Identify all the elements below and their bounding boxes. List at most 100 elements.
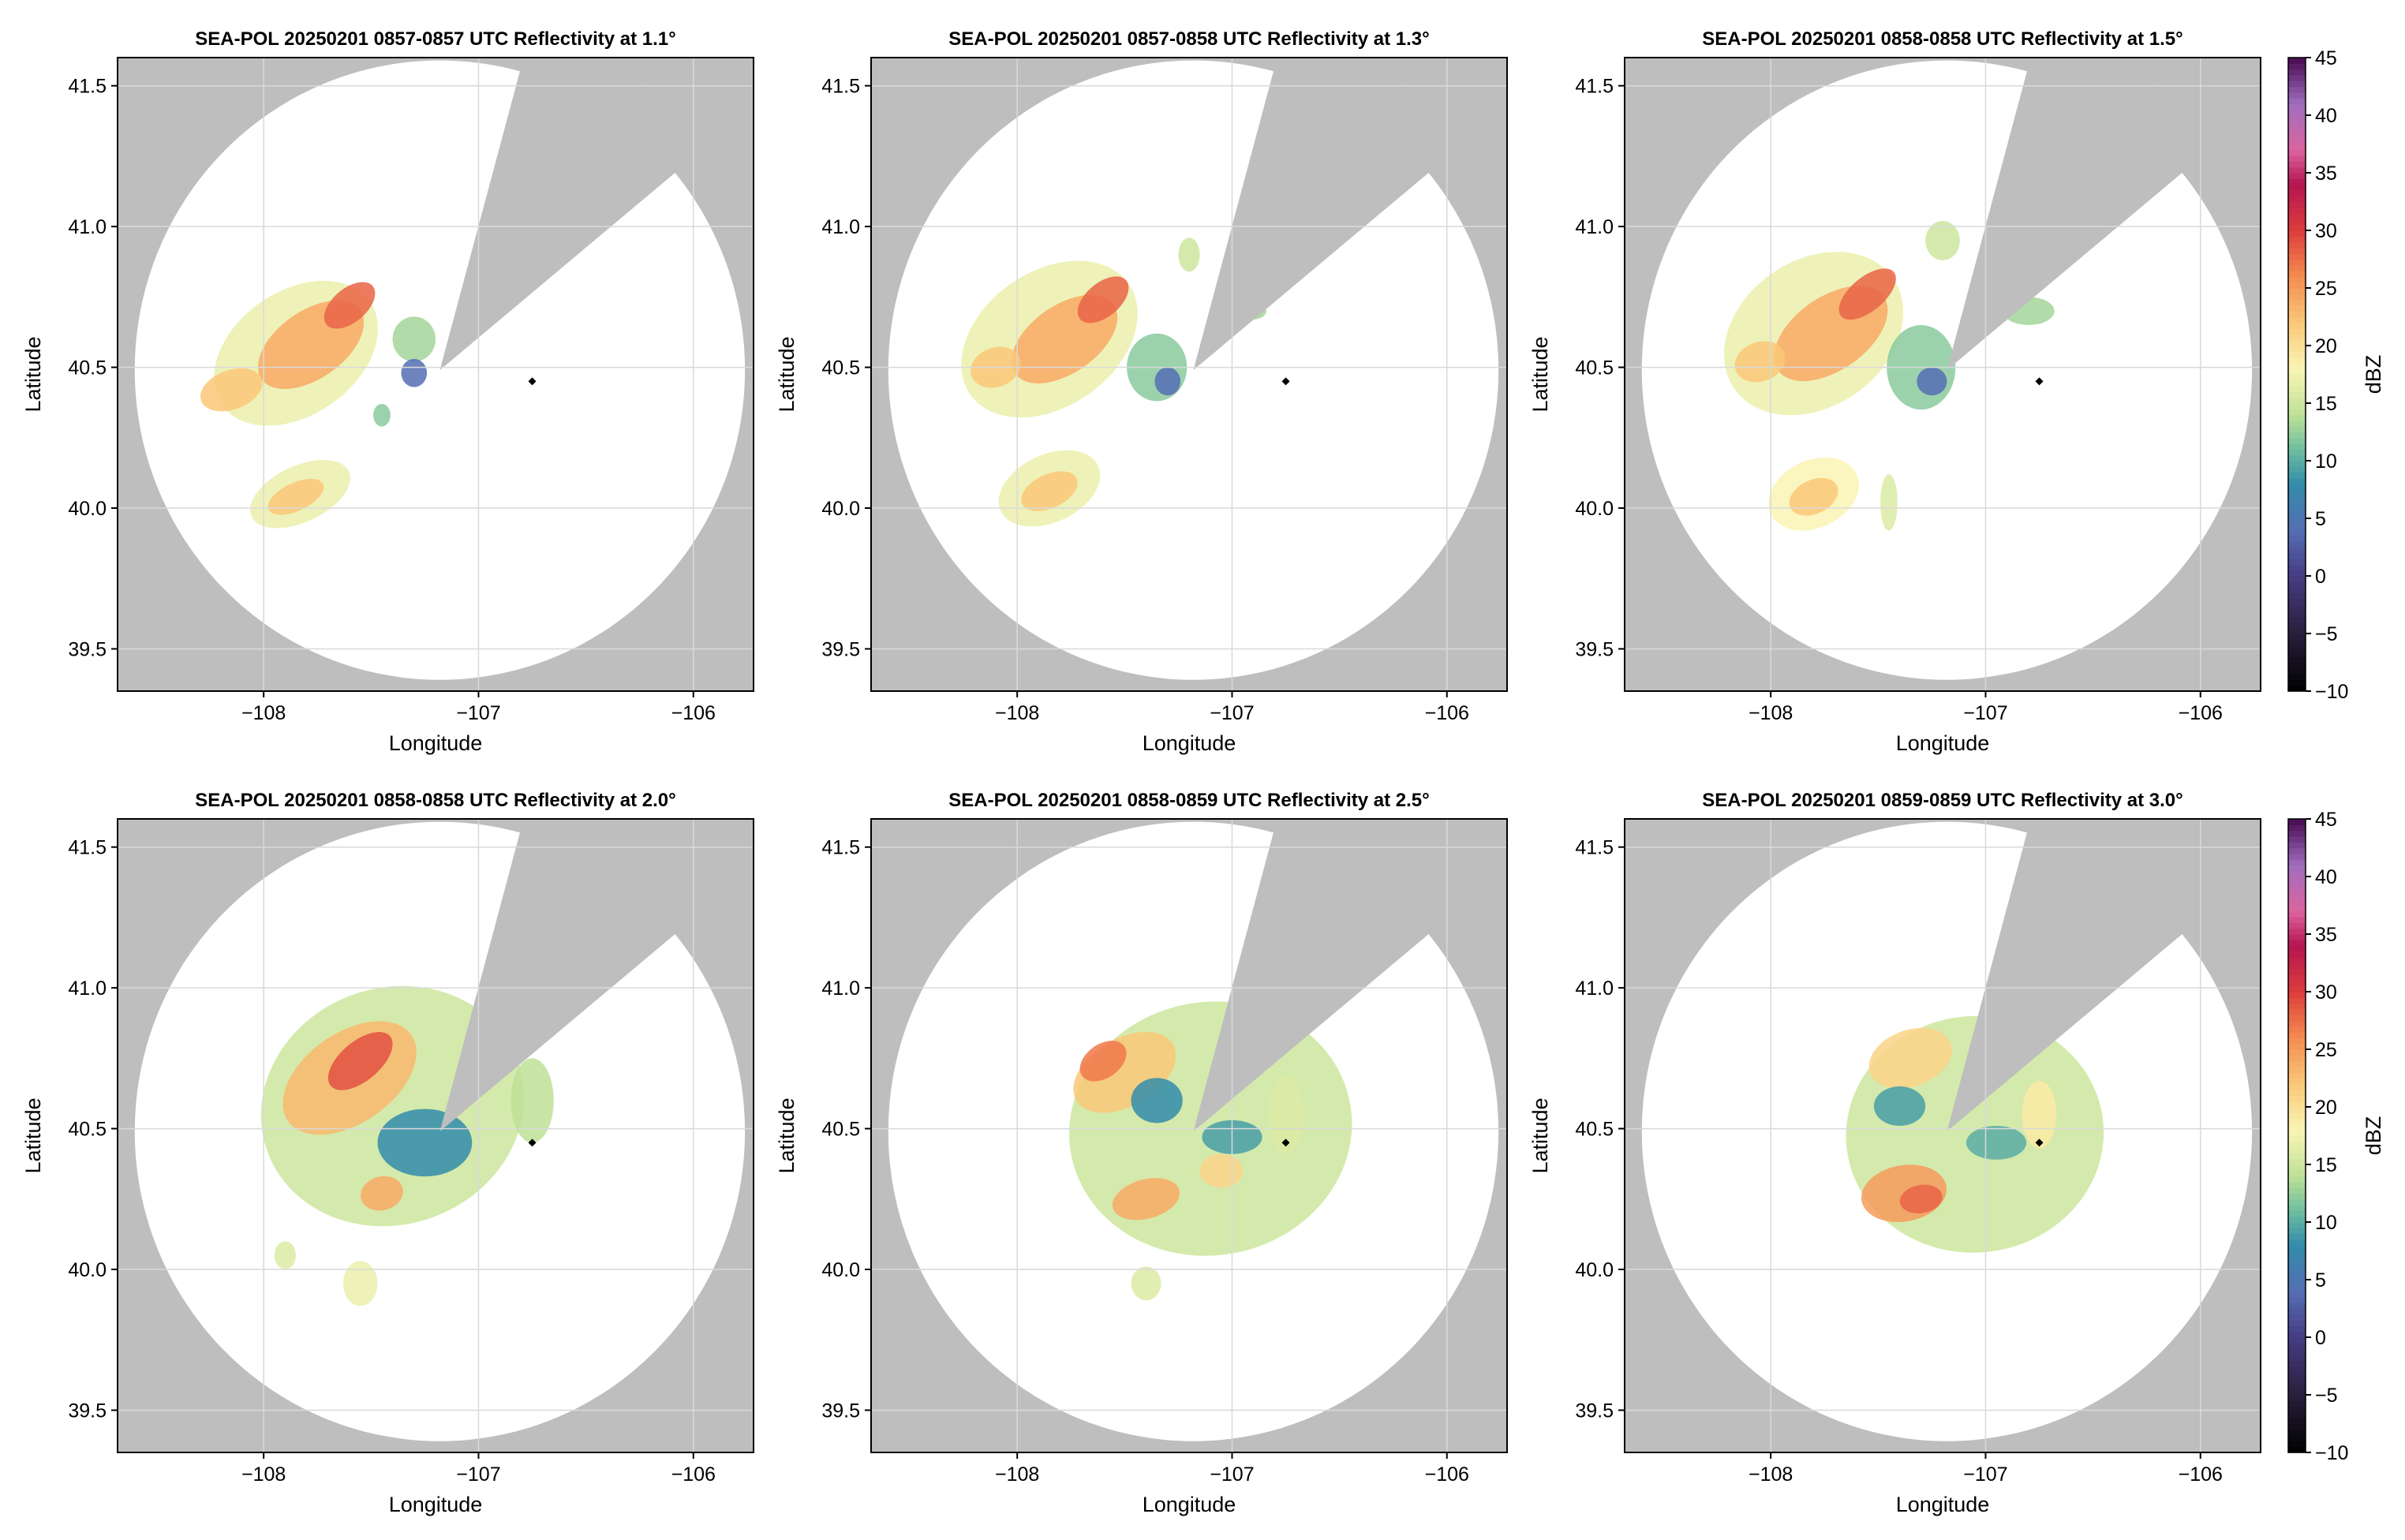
colorbar-label: dBZ	[2362, 355, 2385, 394]
colorbar-segment	[2288, 910, 2306, 918]
colorbar-segment	[2288, 472, 2306, 479]
axes-frame	[117, 818, 754, 1453]
colorbar-segment	[2288, 334, 2306, 341]
colorbar-segment	[2288, 604, 2306, 611]
colorbar-segment	[2288, 1354, 2306, 1361]
colorbar-segment	[2288, 1049, 2306, 1056]
colorbar-segment	[2288, 599, 2306, 606]
colorbar-tick-label: 20	[2315, 335, 2337, 357]
colorbar-segment	[2288, 917, 2306, 923]
x-tick-label: −107	[456, 702, 500, 724]
colorbar-segment	[2288, 149, 2306, 156]
y-tick-label: 41.5	[821, 76, 860, 98]
echo-5	[1899, 1184, 1943, 1213]
colorbar-segment	[2288, 1233, 2306, 1240]
colorbar-segment	[2288, 409, 2306, 416]
colorbar-segment	[2288, 1239, 2306, 1246]
y-axis-label: Latitude	[21, 1097, 45, 1173]
echo-3	[1873, 1086, 1926, 1127]
colorbar-tick-label: 10	[2315, 1212, 2337, 1234]
colorbar-segment	[2288, 299, 2306, 306]
colorbar-segment	[2288, 1147, 2306, 1153]
colorbar-segment	[2288, 559, 2306, 565]
colorbar-segment	[2288, 1320, 2306, 1326]
colorbar-segment	[2288, 570, 2306, 577]
panel-title: SEA-POL 20250201 0857-0857 UTC Reflectiv…	[195, 28, 675, 50]
colorbar-segment	[2288, 1055, 2306, 1062]
colorbar-segment	[2288, 922, 2306, 929]
blocked-sector	[439, 819, 725, 1132]
y-tick-label: 40.0	[1575, 498, 1614, 520]
colorbar-segment	[2288, 184, 2306, 191]
colorbar-segment	[2288, 230, 2306, 237]
colorbar-segment	[2288, 189, 2306, 196]
y-tick-label: 39.5	[1575, 638, 1614, 660]
colorbar-segment	[2288, 819, 2306, 825]
panel-3: −108 −107 −106 39.5 40.0 40.5 41.0 41.5 SEA-POL …	[1528, 28, 2385, 755]
colorbar-segment	[2288, 564, 2306, 571]
colorbar-segment	[2288, 968, 2306, 975]
colorbar-segment	[2288, 58, 2306, 64]
colorbar-segment	[2288, 1060, 2306, 1067]
colorbar: −10 −5 0 5 10 15 20 25 30 35 40 45 dBZ	[2287, 809, 2385, 1464]
colorbar-segment	[2288, 945, 2306, 952]
site-marker	[2035, 377, 2044, 386]
colorbar-segment	[2288, 1222, 2306, 1228]
echo-5	[361, 1176, 403, 1211]
colorbar-segment	[2288, 316, 2306, 323]
colorbar-segment	[2288, 592, 2306, 600]
colorbar-tick-label: 35	[2315, 163, 2337, 185]
colorbar-segment	[2288, 1158, 2306, 1165]
colorbar-segment	[2288, 1153, 2306, 1160]
colorbar-tick-label: 0	[2315, 1327, 2326, 1349]
colorbar-segment	[2288, 1095, 2306, 1102]
colorbar-segment	[2288, 288, 2306, 294]
colorbar-segment	[2288, 650, 2306, 657]
y-tick-label: 41.0	[821, 977, 860, 1000]
colorbar-segment	[2288, 1435, 2306, 1441]
colorbar-segment	[2288, 1250, 2306, 1258]
colorbar-segment	[2288, 1037, 2306, 1045]
colorbar-segment	[2288, 311, 2306, 318]
echo-8	[1789, 477, 1838, 516]
colorbar-segment	[2288, 1389, 2306, 1396]
colorbar-segment	[2288, 685, 2306, 692]
colorbar-segment	[2288, 489, 2306, 496]
colorbar-segment	[2288, 1400, 2306, 1407]
colorbar-segment	[2288, 339, 2306, 346]
panel-title: SEA-POL 20250201 0859-0859 UTC Reflectiv…	[1702, 790, 2182, 811]
colorbar-segment	[2288, 1181, 2306, 1188]
colorbar-segment	[2288, 253, 2306, 260]
colorbar-segment	[2288, 962, 2306, 970]
x-tick-label: −106	[671, 1463, 716, 1486]
y-axis-label: Latitude	[1528, 336, 1552, 412]
colorbar-segment	[2288, 144, 2306, 151]
colorbar-segment	[2288, 1331, 2306, 1338]
colorbar-segment	[2288, 997, 2306, 1004]
x-tick-label: −108	[1749, 702, 1793, 724]
colorbar-segment	[2288, 1296, 2306, 1303]
colorbar-segment	[2288, 374, 2306, 381]
y-tick-label: 39.5	[68, 638, 107, 660]
x-tick-label: −106	[2179, 1463, 2223, 1486]
colorbar-segment	[2288, 1423, 2306, 1430]
colorbar-segment	[2288, 1003, 2306, 1010]
colorbar-label: dBZ	[2362, 1116, 2385, 1156]
panel-title: SEA-POL 20250201 0858-0859 UTC Reflectiv…	[948, 790, 1429, 811]
colorbar-segment	[2288, 1112, 2306, 1119]
colorbar-segment	[2288, 1280, 2306, 1286]
colorbar-segment	[2288, 271, 2306, 277]
y-tick-label: 39.5	[821, 1400, 860, 1422]
colorbar-segment	[2288, 934, 2306, 940]
colorbar-segment	[2288, 454, 2306, 462]
colorbar-segment	[2288, 92, 2306, 99]
colorbar-segment	[2288, 1176, 2306, 1183]
colorbar-segment	[2288, 1141, 2306, 1148]
echo-9	[1131, 1266, 1161, 1301]
colorbar-segment	[2288, 524, 2306, 531]
colorbar-segment	[2288, 80, 2306, 88]
echo-3	[324, 282, 376, 329]
echo-7	[2022, 1080, 2057, 1149]
colorbar-segment	[2288, 403, 2306, 409]
site-marker	[2035, 1138, 2044, 1147]
